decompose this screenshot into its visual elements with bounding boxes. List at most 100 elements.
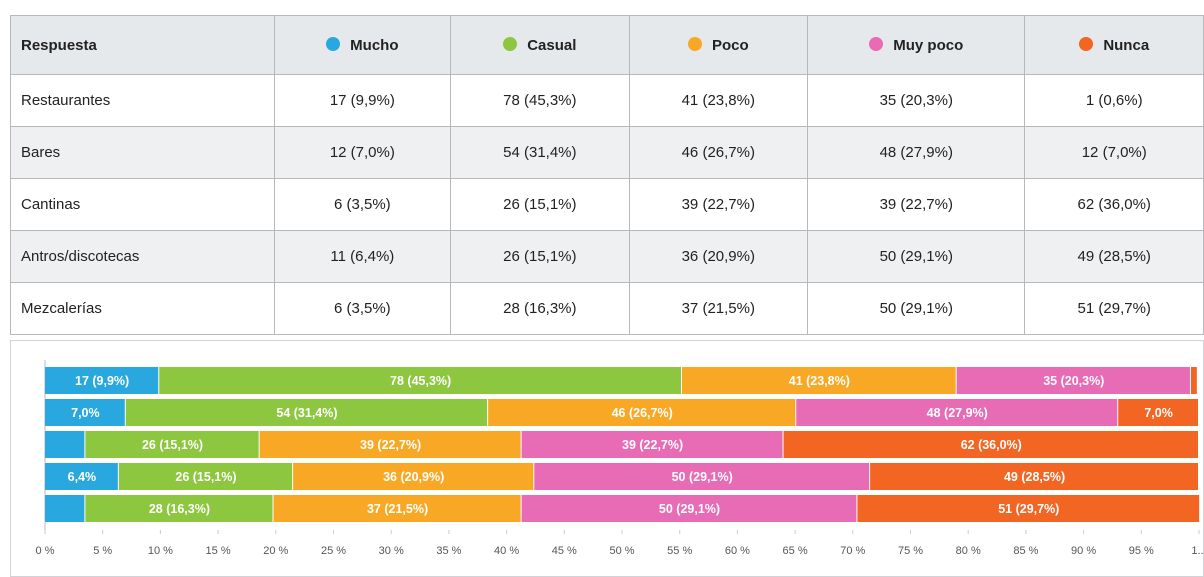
table-cell: 6 (3,5%) xyxy=(273,282,452,335)
table-cell: 54 (31,4%) xyxy=(450,126,630,179)
x-tick-label: 45 % xyxy=(552,545,577,557)
table-cell: 26 (15,1%) xyxy=(450,230,630,283)
table-cell: 78 (45,3%) xyxy=(450,74,630,127)
legend-dot xyxy=(869,36,884,51)
x-tick-label: 1... xyxy=(1191,545,1204,557)
x-tick-label: 20 % xyxy=(263,545,288,557)
table-cell: 39 (22,7%) xyxy=(807,178,1026,231)
table-cell: 11 (6,4%) xyxy=(273,230,452,283)
x-tick-label: 85 % xyxy=(1013,545,1038,557)
table-cell: 51 (29,7%) xyxy=(1024,282,1204,335)
bar-label: 48 (27,9%) xyxy=(927,406,988,420)
bar-segment xyxy=(159,367,682,394)
bar-label: 7,0% xyxy=(1144,406,1173,420)
x-tick-label: 35 % xyxy=(436,545,461,557)
bar-label: 39 (22,7%) xyxy=(622,438,683,452)
legend-label: Casual xyxy=(527,36,577,54)
results-table: Respuesta Mucho Casual Poco Muy poco Nunca R… xyxy=(10,15,1204,335)
legend-dot xyxy=(503,36,518,51)
x-tick-label: 90 % xyxy=(1071,545,1096,557)
x-tick-label: 50 % xyxy=(609,545,634,557)
bar-label: 37 (21,5%) xyxy=(367,502,428,516)
bar-label: 35 (20,3%) xyxy=(1043,374,1104,388)
bar-segment xyxy=(85,495,273,522)
bar-segment xyxy=(118,463,293,490)
bar-label: 39 (22,7%) xyxy=(360,438,421,452)
bar-segment xyxy=(488,399,796,426)
x-tick-label: 80 % xyxy=(956,545,981,557)
bar-label: 36 (20,9%) xyxy=(383,470,444,484)
header-cell: Mucho xyxy=(273,15,452,75)
table-row: Cantinas 6 (3,5%) 26 (15,1%) 39 (22,7%) 39 (… xyxy=(10,178,1204,231)
table-cell: 26 (15,1%) xyxy=(450,178,630,231)
bar-label: 7,0% xyxy=(71,406,100,420)
table-cell: 49 (28,5%) xyxy=(1024,230,1204,283)
bar-label: 26 (15,1%) xyxy=(142,438,203,452)
table-cell: 41 (23,8%) xyxy=(628,74,809,127)
bar-segment xyxy=(521,431,783,458)
bar-label: 6,4% xyxy=(68,470,97,484)
x-tick-label: 0 % xyxy=(36,545,55,557)
bar-label: 17 (9,9%) xyxy=(75,374,129,388)
x-tick-label: 10 % xyxy=(148,545,173,557)
bar-segment xyxy=(870,463,1198,490)
x-tick-label: 70 % xyxy=(840,545,865,557)
x-tick-label: 40 % xyxy=(494,545,519,557)
legend-label: Muy poco xyxy=(893,36,964,54)
x-tick-label: 15 % xyxy=(206,545,231,557)
table-row: Bares 12 (7,0%) 54 (31,4%) 46 (26,7%) 48 (27… xyxy=(10,126,1204,179)
table-cell: 50 (29,1%) xyxy=(807,230,1026,283)
table-cell: 37 (21,5%) xyxy=(628,282,809,335)
header-row: Respuesta Mucho Casual Poco Muy poco Nunca xyxy=(10,15,1204,75)
bar-segment xyxy=(521,495,857,522)
table-row: Restaurantes 17 (9,9%) 78 (45,3%) 41 (23,8%… xyxy=(10,74,1204,127)
header-cell: Poco xyxy=(628,15,809,75)
x-tick-label: 95 % xyxy=(1129,545,1154,557)
bar-segment xyxy=(682,367,956,394)
table-cell: 36 (20,9%) xyxy=(628,230,809,283)
bar-segment xyxy=(259,431,521,458)
bar-label: 54 (31,4%) xyxy=(276,406,337,420)
table-cell: 46 (26,7%) xyxy=(628,126,809,179)
x-tick-label: 25 % xyxy=(321,545,346,557)
table-cell: 39 (22,7%) xyxy=(628,178,809,231)
table-cell: Bares xyxy=(10,126,275,179)
table-row: Antros/discotecas 11 (6,4%) 26 (15,1%) 36 (… xyxy=(10,230,1204,283)
legend-dot xyxy=(687,36,702,51)
table-cell: 35 (20,3%) xyxy=(807,74,1026,127)
table-cell: 12 (7,0%) xyxy=(273,126,452,179)
bar-segment xyxy=(45,463,118,490)
table-cell: 1 (0,6%) xyxy=(1024,74,1204,127)
header-cell: Muy poco xyxy=(807,15,1026,75)
bar-segment xyxy=(45,431,85,458)
legend-dot xyxy=(326,36,341,51)
bar-segment xyxy=(783,431,1198,458)
bar-segment xyxy=(45,399,125,426)
bar-label: 78 (45,3%) xyxy=(390,374,451,388)
table-cell: 17 (9,9%) xyxy=(273,74,452,127)
table-row: Mezcalerías 6 (3,5%) 28 (16,3%) 37 (21,5%) 5… xyxy=(10,282,1204,335)
bar-segment xyxy=(125,399,488,426)
x-tick-label: 60 % xyxy=(725,545,750,557)
bar-segment xyxy=(1118,399,1198,426)
table-cell: Cantinas xyxy=(10,178,275,231)
bar-segment xyxy=(857,495,1200,522)
bar-segment xyxy=(1190,367,1197,394)
bar-label: 49 (28,5%) xyxy=(1004,470,1065,484)
bar-segment xyxy=(534,463,870,490)
chart: 0 % 5 % 10 % 15 % 20 % 25 % 30 % 35 % 40 % 45 % 50… xyxy=(10,340,1204,577)
legend-label: Nunca xyxy=(1103,36,1150,54)
x-tick-label: 75 % xyxy=(898,545,923,557)
bar-segment xyxy=(796,399,1118,426)
table-cell: Restaurantes xyxy=(10,74,275,127)
table-cell: 62 (36,0%) xyxy=(1024,178,1204,231)
bar-segment xyxy=(85,431,259,458)
x-tick-label: 65 % xyxy=(783,545,808,557)
table-cell: Antros/discotecas xyxy=(10,230,275,283)
table-cell: 28 (16,3%) xyxy=(450,282,630,335)
bar-segment xyxy=(45,367,159,394)
bar-segment xyxy=(273,495,521,522)
table-cell: 6 (3,5%) xyxy=(273,178,452,231)
bar-label: 28 (16,3%) xyxy=(149,502,210,516)
